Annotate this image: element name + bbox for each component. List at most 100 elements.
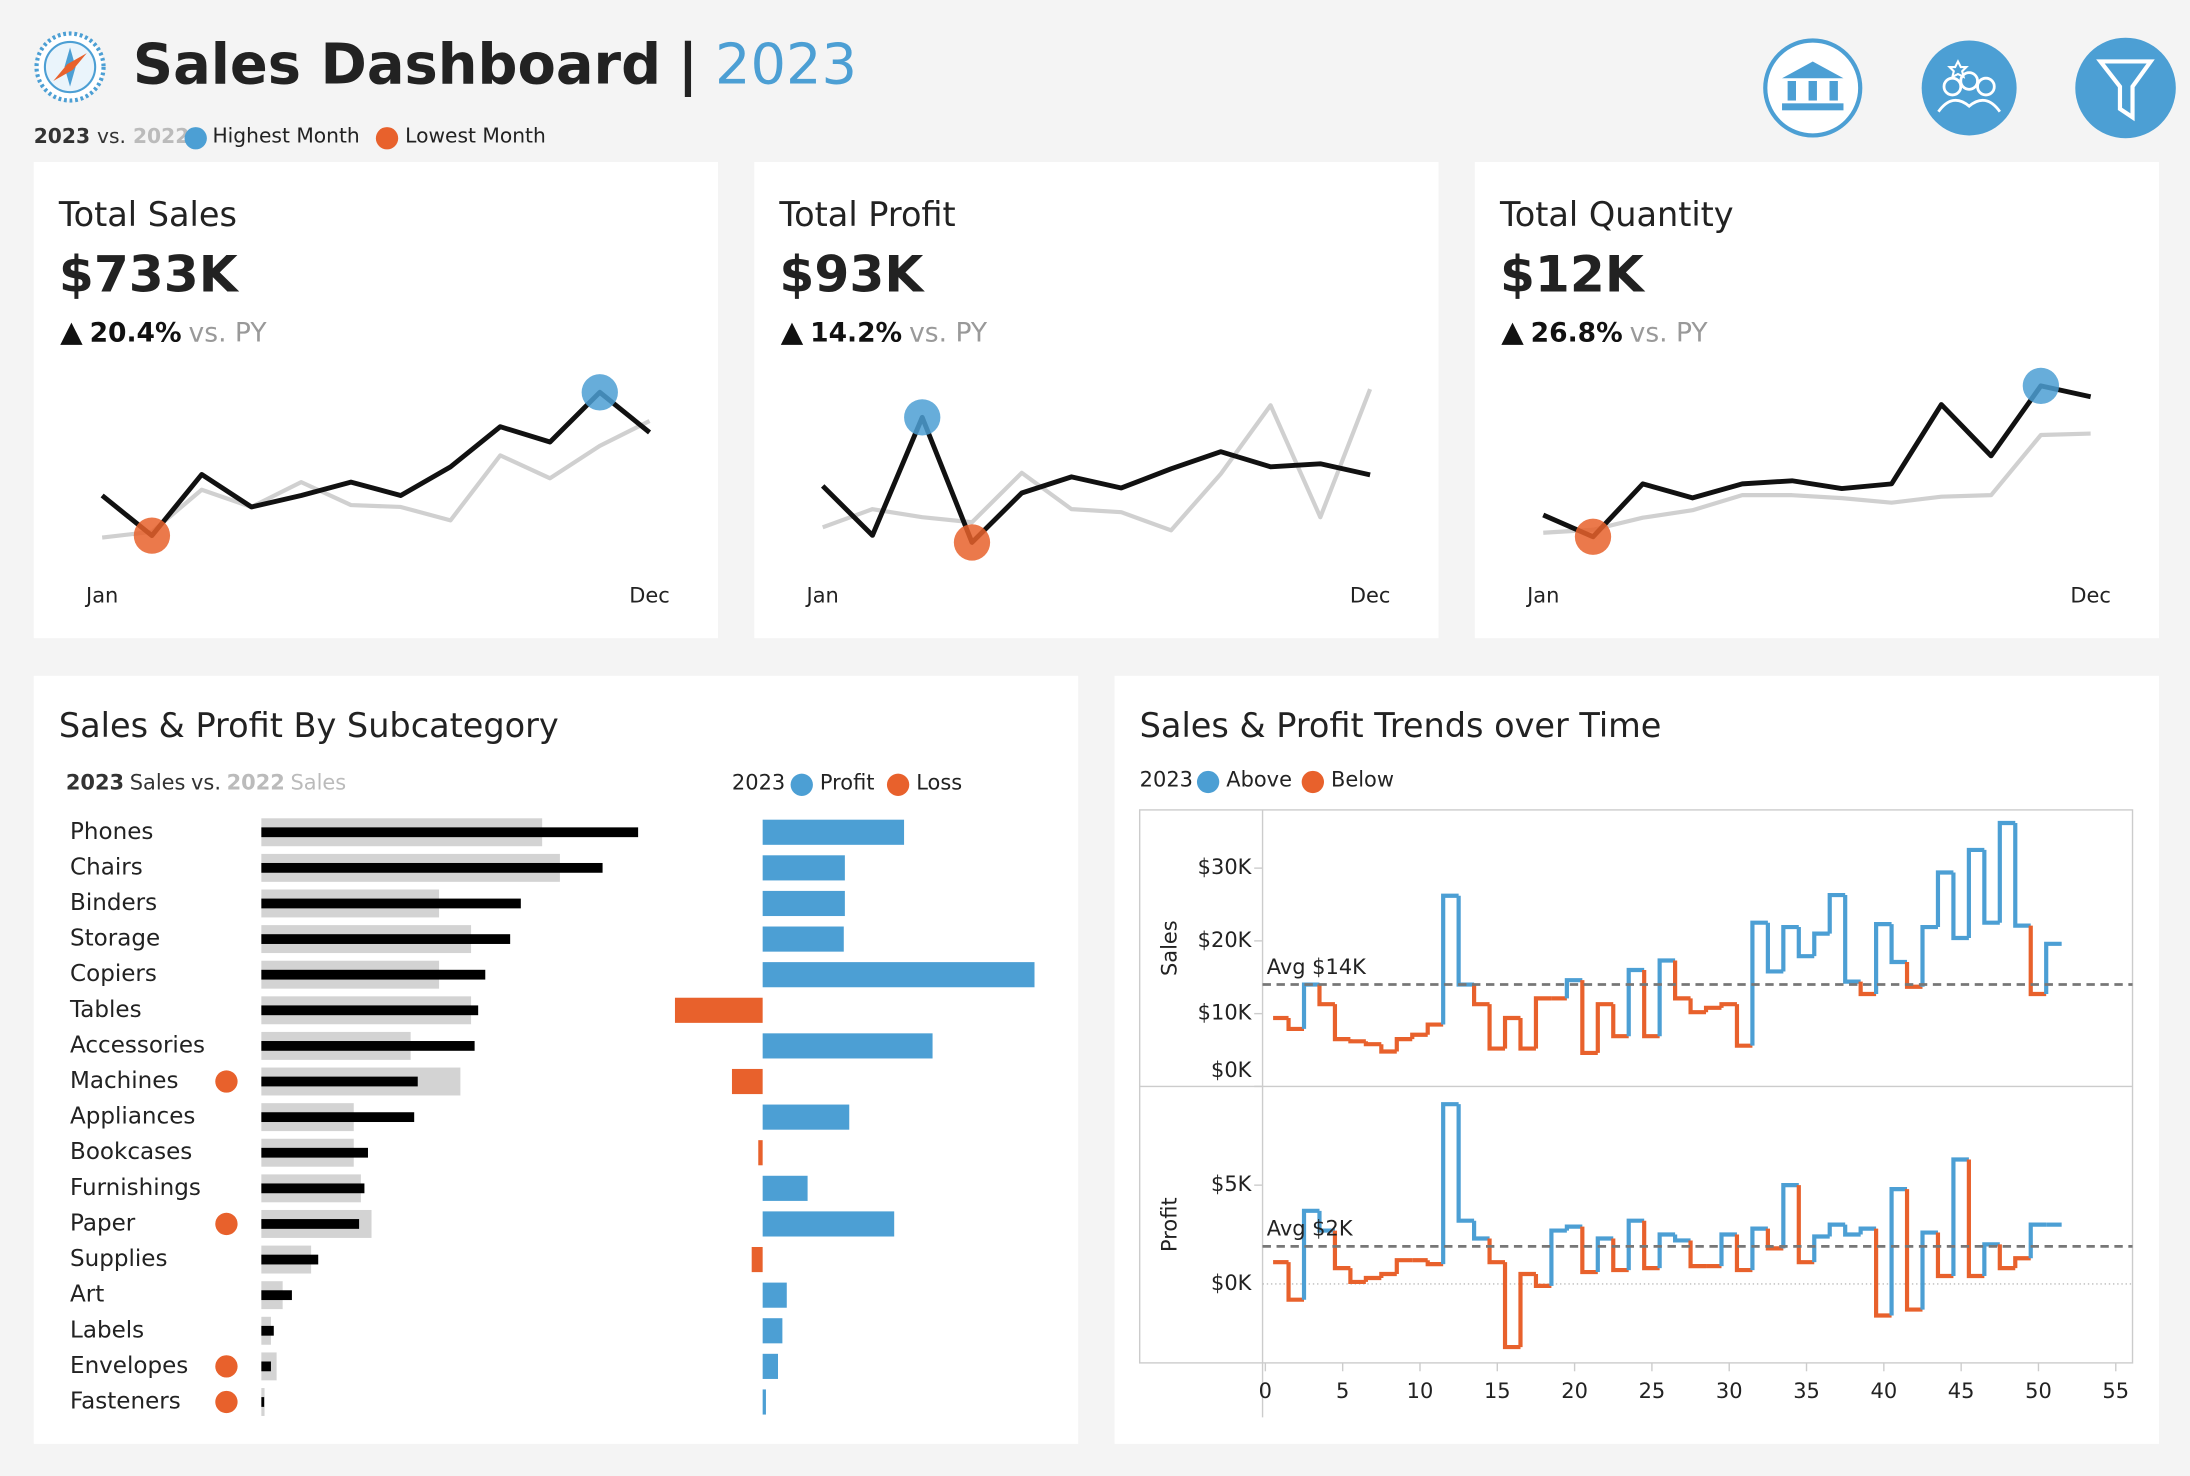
category-label: Paper <box>70 1210 136 1236</box>
category-label: Bookcases <box>70 1139 192 1165</box>
lowest-month <box>133 517 171 554</box>
x-tick-label: 20 <box>1561 1379 1588 1403</box>
decline-dot <box>215 1212 238 1236</box>
step-segment <box>1781 1183 1799 1249</box>
x-tick-label: Dec <box>629 583 670 607</box>
sparkline-2023 <box>820 414 1371 545</box>
category-label: Storage <box>70 926 160 952</box>
bar-current <box>261 1112 415 1123</box>
profit-bar <box>751 1246 763 1273</box>
step-segment <box>1564 978 1583 999</box>
legend-below-dot <box>1301 770 1325 794</box>
logo <box>34 31 106 103</box>
step-segment <box>1904 961 1923 989</box>
step-segment <box>1889 1187 1908 1316</box>
card <box>33 675 1079 1444</box>
filter-button[interactable] <box>2075 37 2176 139</box>
change-value: 14.2% <box>810 317 902 348</box>
title: Sales Dashboard | 2023 <box>133 33 857 98</box>
x-tick-label: 55 <box>2102 1379 2129 1403</box>
bar-current <box>261 1147 368 1158</box>
step-segment <box>1379 1044 1397 1054</box>
profit-legend-label: 2023 <box>732 770 785 794</box>
x-tick-label: 0 <box>1259 1379 1272 1403</box>
step-segment <box>1982 849 2000 925</box>
step-segment <box>1425 1260 1444 1267</box>
x-tick-label: 15 <box>1484 1379 1511 1403</box>
step-segment <box>1286 1018 1305 1032</box>
profit-bar <box>762 1318 783 1344</box>
customers-button[interactable] <box>1921 40 2017 136</box>
kpi-change: 14.2% vs. PY <box>810 317 988 348</box>
legend-above-dot <box>1196 770 1220 794</box>
legend-measure: Sales <box>290 770 346 794</box>
step-segment <box>1750 1226 1768 1271</box>
change-value: 20.4% <box>90 317 182 348</box>
profit-bar <box>762 1211 895 1237</box>
step-segment <box>1858 1226 1877 1235</box>
step-segment <box>1611 1004 1629 1039</box>
card-title: Sales & Profit By Subcategory <box>59 706 559 745</box>
x-tick-label: 40 <box>1871 1379 1898 1403</box>
title-year: 2023 <box>715 33 857 98</box>
step-segment <box>1843 895 1861 984</box>
x-tick-label: Dec <box>1350 583 1391 607</box>
profit-bar <box>762 962 1035 988</box>
x-tick-label: Jan <box>805 583 839 607</box>
step-segment <box>1642 1220 1660 1271</box>
category-label: Copiers <box>70 961 157 987</box>
category-label: Tables <box>69 997 142 1023</box>
step-segment <box>1564 1224 1583 1231</box>
legend-current: 2023 <box>66 770 124 794</box>
up-arrow <box>60 322 83 345</box>
step-segment <box>1363 1275 1382 1282</box>
x-tick-label: 10 <box>1407 1379 1434 1403</box>
category-label: Supplies <box>70 1246 167 1272</box>
change-note: vs. PY <box>1630 317 1709 348</box>
step-segment <box>1595 1236 1614 1273</box>
highest-month <box>581 374 618 411</box>
lowest-month <box>953 524 991 561</box>
step-segment <box>1626 1218 1645 1271</box>
step-segment <box>1904 1189 1923 1312</box>
profit-bar <box>762 1033 933 1059</box>
x-tick-label: 5 <box>1336 1379 1349 1403</box>
step-segment <box>2013 1256 2031 1269</box>
bar-current <box>261 898 521 909</box>
bar-current <box>261 1290 292 1301</box>
profit-bar <box>762 1389 766 1415</box>
profit-bar <box>762 855 845 881</box>
sparkline-2022 <box>101 419 651 540</box>
step-segment <box>1487 1004 1506 1051</box>
step-segment <box>1502 1015 1521 1049</box>
highest-month <box>2022 367 2060 404</box>
step-segment <box>1301 982 1320 1029</box>
y-tick-label: $10K <box>1198 1001 1253 1025</box>
profit-bar <box>762 890 845 917</box>
card <box>1114 675 2160 1444</box>
step-segment <box>1827 1222 1846 1237</box>
step-segment <box>1858 981 1877 997</box>
home-button[interactable] <box>1763 38 1863 138</box>
step-segment <box>1673 960 1691 1001</box>
step-segment <box>1966 1159 1985 1279</box>
step-segment <box>1580 980 1598 1056</box>
y-axis-title: Profit <box>1157 1197 1181 1252</box>
bar-current <box>261 1076 418 1087</box>
legend-low: Lowest Month <box>405 123 546 147</box>
card <box>754 161 1439 639</box>
step-segment <box>1935 870 1954 928</box>
legend-high: Highest Month <box>212 123 359 147</box>
decline-dot <box>215 1390 238 1414</box>
bar-current <box>261 1041 475 1051</box>
step-segment <box>1441 893 1459 1025</box>
up-arrow <box>1501 322 1524 345</box>
title-text: Sales Dashboard <box>133 33 661 98</box>
x-tick-label: Jan <box>1525 583 1559 607</box>
legend-loss-dot <box>886 773 910 796</box>
step-segment <box>1843 1224 1861 1237</box>
step-segment <box>1750 920 1768 1046</box>
legend-vs: vs. <box>97 123 126 147</box>
step-segment <box>1951 872 1969 941</box>
category-label: Labels <box>70 1317 144 1343</box>
